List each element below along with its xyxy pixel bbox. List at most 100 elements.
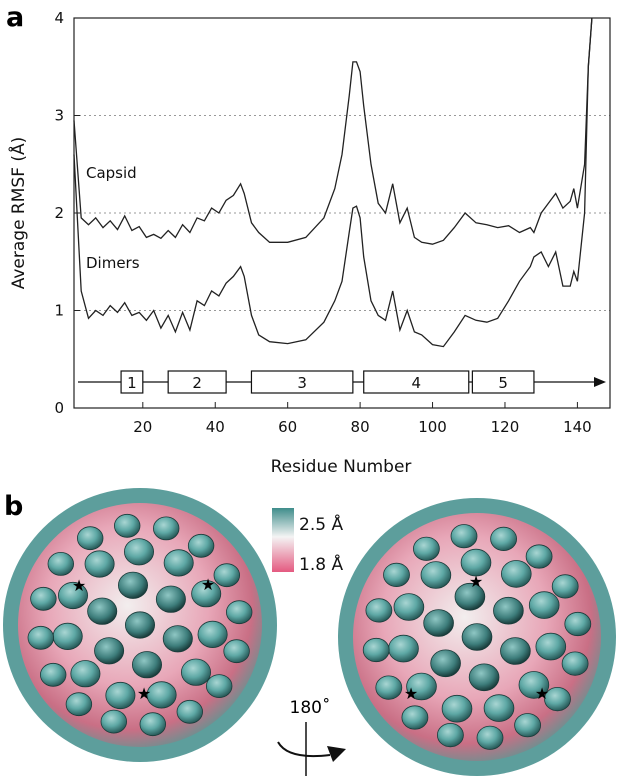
capsid-spike (162, 625, 193, 653)
capsid-spike (500, 637, 531, 665)
capsid-spike (454, 582, 486, 611)
capsid-spike (152, 516, 180, 541)
capsid-spike (551, 574, 579, 599)
capsid-spike (436, 722, 464, 748)
capsid-spike (561, 651, 589, 676)
capsid-spike (84, 550, 115, 578)
capsid-spike (401, 705, 429, 730)
capsid-spike (76, 526, 104, 551)
helix-label: 1 (127, 374, 137, 392)
capsid-spike (100, 709, 128, 734)
capsid-spike (383, 562, 410, 588)
color-legend: 2.5 Å 1.8 Å (272, 508, 343, 575)
capsid-spike (362, 637, 390, 663)
capsid-spike (205, 674, 233, 698)
capsid-spike (52, 622, 83, 651)
y-ticks: 0 1 2 3 4 (54, 9, 80, 417)
capsid-spike (514, 713, 541, 738)
capsid-spike (191, 580, 222, 608)
capsid-spike (176, 699, 204, 724)
capsid-spike (163, 549, 194, 577)
capsid-spike (125, 611, 156, 639)
capsid-spike (525, 544, 553, 569)
capsid-spike (518, 671, 550, 699)
capsid-spike (30, 586, 57, 611)
fivefold-marker-right-3: ★ (535, 684, 549, 703)
capsid-spike (118, 571, 149, 599)
capsid-knobs-left (27, 513, 253, 737)
secondary-structure-bar: 1 2 3 4 5 (78, 370, 606, 394)
legend-high-label: 2.5 Å (299, 513, 343, 535)
fivefold-marker-right-2: ★ (404, 684, 418, 703)
capsid-spike (375, 675, 403, 700)
fivefold-marker-left-3: ★ (137, 684, 151, 703)
rotation-indicator: 180˚ (277, 697, 346, 776)
capsid-spike (535, 632, 567, 661)
capsid-spike (225, 600, 253, 625)
fivefold-marker-right-1: ★ (469, 572, 483, 591)
capsid-spike (412, 536, 440, 561)
series-label-dimers: Dimers (86, 254, 140, 272)
capsid-spike (420, 561, 452, 589)
helix-box (250, 370, 354, 394)
helix-box (363, 370, 470, 394)
y-tick-label: 3 (54, 107, 64, 125)
series-line-capsid (73, 17, 593, 245)
capsid-spike (187, 533, 215, 558)
topology-arrowhead (594, 377, 606, 387)
capsid-spike (155, 585, 186, 613)
helix-label: 5 (498, 374, 508, 392)
capsid-spike (406, 672, 437, 701)
rotation-arrow (277, 741, 331, 758)
y-tick-label: 0 (54, 399, 64, 417)
x-tick-label: 40 (206, 418, 225, 436)
color-scale-bar (272, 508, 294, 572)
capsid-spike (87, 597, 118, 625)
rotation-label: 180˚ (290, 697, 331, 718)
gridlines (74, 115, 610, 311)
helix-label: 3 (297, 374, 307, 392)
capsid-surface-right: ★ ★ ★ (338, 498, 616, 776)
capsid-surface-left: ★ ★ ★ (3, 488, 277, 762)
capsid-spike (528, 591, 560, 619)
panel-b-label: b (4, 491, 23, 522)
x-tick-label: 100 (418, 418, 447, 436)
capsid-spike (223, 639, 250, 664)
legend-low-label: 1.8 Å (299, 553, 343, 575)
capsid-spike (146, 681, 177, 709)
series-label-capsid: Capsid (86, 164, 137, 182)
capsid-spike (65, 692, 93, 717)
capsid-knobs-right (362, 524, 592, 750)
capsid-spike (94, 637, 125, 665)
capsid-spike (197, 620, 228, 649)
x-tick-label: 60 (278, 418, 297, 436)
capsid-spike (47, 552, 75, 576)
capsid-spike (213, 563, 241, 588)
capsid-spike (450, 524, 478, 549)
capsid-spike (483, 694, 515, 722)
x-tick-label: 20 (133, 418, 152, 436)
x-tick-label: 120 (491, 418, 520, 436)
y-tick-label: 1 (54, 302, 64, 320)
capsid-spike (113, 513, 141, 538)
y-tick-label: 4 (54, 9, 64, 27)
capsid-spike (460, 548, 492, 577)
capsid-spike (365, 598, 393, 623)
capsid-spike (476, 725, 504, 750)
capsid-spike (27, 625, 55, 650)
capsid-spike (441, 694, 473, 723)
capsid-spike (70, 660, 101, 688)
capsid-spike (461, 623, 493, 651)
capsid-spike (105, 681, 136, 710)
capsid-spike (564, 611, 592, 637)
capsid-spike (468, 663, 500, 692)
x-ticks: 20 40 60 80 100 120 140 (133, 402, 592, 436)
helix-box (167, 370, 227, 394)
capsid-spike (40, 662, 67, 687)
capsid-spike (430, 649, 461, 678)
fivefold-marker-left-2: ★ (201, 575, 215, 594)
capsid-spike (500, 560, 532, 588)
capsid-spike (131, 651, 162, 679)
capsid-spike (493, 596, 524, 625)
